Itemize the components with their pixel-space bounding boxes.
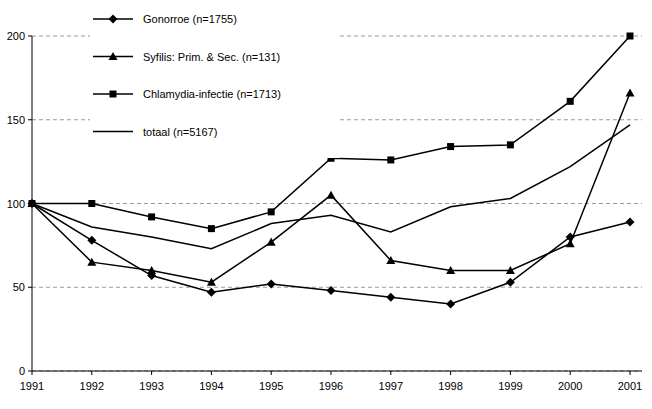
data-point (507, 141, 514, 148)
legend-label: totaal (n=5167) (143, 126, 217, 138)
legend-box (90, 8, 340, 158)
legend-label: Chlamydia-infectie (n=1713) (143, 88, 281, 100)
data-point (210, 247, 213, 250)
x-tick-label: 1999 (498, 380, 522, 392)
x-tick-label: 1995 (259, 380, 283, 392)
data-point (446, 266, 455, 274)
grid-line (32, 371, 642, 372)
data-point (447, 143, 454, 150)
data-point (150, 236, 153, 239)
legend-marker (110, 91, 117, 98)
legend: Gonorroe (n=1755) Syfilis: Prim. & Sec. (… (90, 8, 340, 158)
x-tick (450, 371, 451, 375)
data-point (207, 278, 216, 286)
data-point (87, 236, 96, 245)
data-point (267, 279, 276, 288)
x-tick-label: 1997 (379, 380, 403, 392)
data-point (327, 191, 336, 199)
x-tick-label: 1993 (139, 380, 163, 392)
legend-label: Syfilis: Prim. & Sec. (n=131) (143, 51, 280, 63)
x-tick (331, 371, 332, 375)
data-point (387, 156, 394, 163)
data-point (327, 286, 336, 295)
data-point (90, 225, 93, 228)
data-point (208, 225, 215, 232)
legend-label: Gonorroe (n=1755) (143, 13, 237, 25)
legend-marker (109, 52, 118, 60)
data-point (88, 200, 95, 207)
grid-line (32, 287, 642, 288)
y-tick-label: 100 (7, 198, 25, 210)
x-tick-label: 1996 (319, 380, 343, 392)
series-line (32, 204, 630, 305)
data-point (626, 88, 635, 96)
data-point (270, 222, 273, 225)
grid-line (32, 203, 642, 204)
y-tick (28, 287, 32, 288)
data-point (330, 214, 333, 217)
x-tick (151, 371, 152, 375)
x-tick-label: 2000 (558, 380, 582, 392)
x-tick (630, 371, 631, 375)
x-tick (390, 371, 391, 375)
y-tick-label: 200 (7, 30, 25, 42)
y-tick-label: 0 (19, 365, 25, 377)
x-tick (211, 371, 212, 375)
data-point (566, 239, 575, 247)
data-point (506, 266, 515, 274)
data-point (449, 205, 452, 208)
x-tick-label: 1998 (438, 380, 462, 392)
x-tick (570, 371, 571, 375)
data-point (268, 208, 275, 215)
data-point (31, 202, 34, 205)
data-point (446, 300, 455, 309)
data-point (87, 258, 96, 266)
x-tick-label: 2001 (618, 380, 642, 392)
data-point (386, 256, 395, 264)
data-point (389, 230, 392, 233)
data-point (28, 199, 37, 208)
data-point (207, 288, 216, 297)
y-tick (28, 371, 32, 372)
x-tick (271, 371, 272, 375)
data-point (567, 98, 574, 105)
data-point (147, 266, 156, 274)
data-point (28, 199, 37, 207)
data-point (29, 200, 36, 207)
x-tick (91, 371, 92, 375)
legend-line (93, 131, 133, 133)
legend-marker (109, 15, 118, 24)
x-tick-label: 1991 (20, 380, 44, 392)
data-point (509, 197, 512, 200)
x-tick-label: 1992 (80, 380, 104, 392)
data-point (506, 278, 515, 287)
x-tick-label: 1994 (199, 380, 223, 392)
x-tick (510, 371, 511, 375)
data-point (267, 238, 276, 246)
data-point (386, 293, 395, 302)
data-point (148, 213, 155, 220)
x-tick (32, 371, 33, 375)
y-tick-label: 150 (7, 114, 25, 126)
y-tick (28, 36, 32, 37)
chart: 0 50 100 150 200 1991 1992 1993 1994 1995 1996 1997… (0, 0, 652, 409)
y-tick (28, 119, 32, 120)
data-point (626, 217, 635, 226)
data-point (629, 123, 632, 126)
y-tick-label: 50 (13, 281, 25, 293)
data-point (627, 33, 634, 40)
x-axis (32, 371, 642, 372)
data-point (569, 165, 572, 168)
